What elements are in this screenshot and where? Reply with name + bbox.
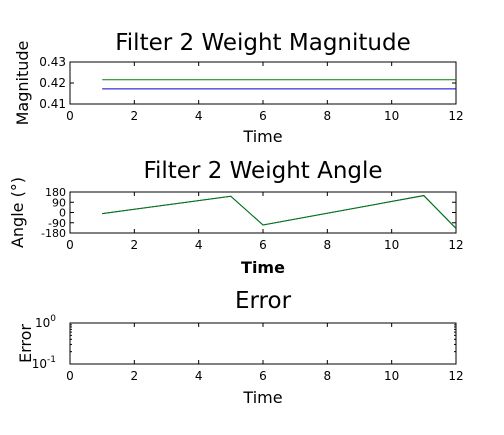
x-tick-label: 10 [384,369,399,383]
x-tick-label: 8 [324,238,332,252]
plot-frame [69,191,457,234]
x-axis-label: Time [242,388,282,407]
y-tick-label: 0.42 [39,76,66,90]
chart-title: Error [235,288,292,314]
y-tick-label: 10-1 [32,355,56,371]
x-tick-label: 10 [384,238,399,252]
series-line-1 [102,195,457,229]
x-tick-label: 6 [259,369,267,383]
x-tick-label: 6 [259,109,267,123]
x-tick-label: 8 [324,109,332,123]
x-tick-label: 4 [195,369,203,383]
chart-2: Filter 2 Weight Angle Time Angle (°) 0 2 4 6 8 1… [8,158,464,277]
x-tick-label: 12 [448,238,463,252]
x-tick-label: 6 [259,238,267,252]
series-line-2 [102,195,457,229]
x-tick-label: 2 [131,238,139,252]
chart-title: Filter 2 Weight Angle [143,158,382,184]
x-tick-label: 4 [195,109,203,123]
y-tick-label: 100 [35,314,56,330]
y-axis-label: Angle (°) [8,177,27,248]
y-tick-label: 0.41 [39,97,66,111]
y-tick-label: 90 [52,196,66,209]
chart-3: Error Time Error 0 2 4 6 8 10 12 10-1 100 [16,288,464,407]
y-tick-label: 180 [45,186,66,199]
x-tick-label: 4 [195,238,203,252]
x-tick-label: 0 [66,238,74,252]
y-tick-label: -90 [48,217,66,230]
y-axis-label: Magnitude [13,41,32,126]
plot-frame [69,322,457,365]
x-tick-label: 2 [131,109,139,123]
y-axis-label: Error [16,324,35,363]
x-axis-label: Time [241,258,285,277]
y-tick-label: 0 [59,207,66,220]
x-tick-label: 2 [131,369,139,383]
x-axis-label: Time [242,127,282,146]
x-tick-label: 0 [66,369,74,383]
plot-frame [69,61,457,105]
x-tick-label: 8 [324,369,332,383]
x-tick-label: 10 [384,109,399,123]
chart-1: Filter 2 Weight Magnitude Time Magnitude 0 2… [13,30,464,146]
y-tick-label: 0.43 [39,55,66,69]
x-tick-label: 12 [448,109,463,123]
x-tick-label: 12 [448,369,463,383]
chart-title: Filter 2 Weight Magnitude [115,30,411,56]
y-tick-label: -180 [41,227,66,240]
x-tick-label: 0 [66,109,74,123]
